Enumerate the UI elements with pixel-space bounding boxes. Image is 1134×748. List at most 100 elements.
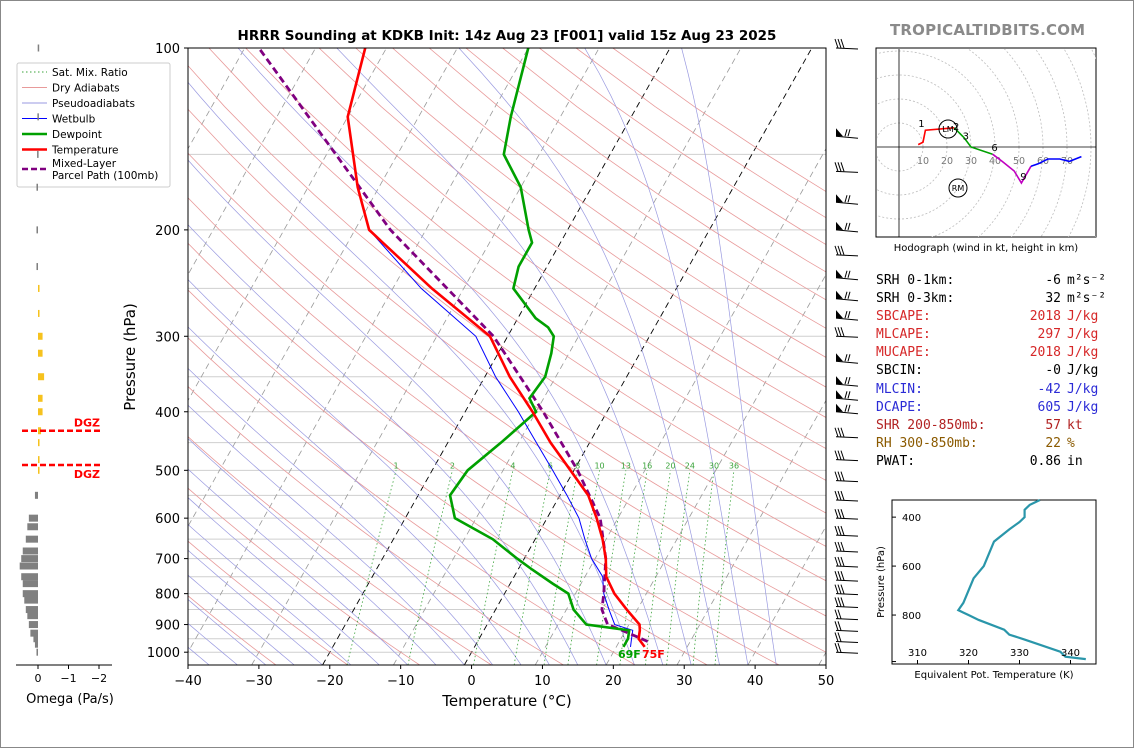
barb-feather: [840, 450, 845, 460]
omega-bar: [38, 309, 40, 317]
stat-label: MLCIN:: [876, 381, 923, 397]
barb-feather: [844, 404, 848, 412]
legend-label: Parcel Path (100mb): [52, 170, 158, 182]
wind-barb: [834, 508, 859, 520]
omega-bar: [27, 612, 38, 620]
wind-barb: [834, 471, 859, 483]
wind-barb: [834, 541, 859, 553]
stat-value: 57: [1045, 417, 1061, 433]
omega-bar: [28, 621, 38, 629]
isotherm-line: [188, 48, 529, 654]
mixing-ratio-line: [346, 470, 397, 665]
moist-adiabat-line: [188, 438, 437, 665]
x-tick-label: −10: [387, 674, 414, 689]
omega-x-tick-label: −2: [91, 672, 107, 685]
skewt-ylabel: Pressure (hPa): [121, 303, 139, 411]
stat-value: 22: [1045, 435, 1061, 451]
wind-barb: [834, 632, 859, 643]
barb-feather: [847, 291, 851, 299]
y-tick-label: 800: [155, 588, 180, 603]
barb-staff: [835, 254, 859, 257]
barb-feather: [837, 525, 842, 536]
barb-staff: [835, 397, 859, 401]
dry-adiabat-line: [188, 595, 277, 665]
barb-feather: [837, 556, 842, 567]
x-tick-label: 10: [534, 674, 551, 689]
stat-value: -6: [1045, 273, 1061, 288]
barb-feather: [844, 222, 848, 231]
mixing-ratio-label: 30: [709, 461, 719, 470]
moist-adiabat-line: [188, 497, 380, 665]
y-tick-label: 100: [155, 42, 180, 57]
barb-staff: [835, 201, 859, 205]
omega-bar: [22, 547, 38, 555]
barb-feather: [837, 327, 842, 337]
y-tick-label: 300: [155, 330, 180, 345]
omega-bar: [38, 373, 45, 381]
barb-feather: [840, 38, 845, 49]
barb-staff: [835, 229, 859, 233]
storm-motion-marker: [948, 178, 968, 198]
isotherm-line: [251, 48, 600, 665]
omega-bar: [36, 263, 38, 271]
omega-bar: [38, 394, 43, 402]
barb-feather: [847, 270, 851, 278]
hodograph-ring-label: 40: [989, 156, 1001, 167]
mixing-ratio-line: [407, 470, 453, 665]
mixing-ratio-line: [666, 470, 691, 665]
theta-e-x-tick-label: 310: [908, 648, 927, 659]
barb-feather: [837, 597, 842, 607]
dry-adiabat-line: [465, 48, 826, 301]
moist-adiabat-line: [188, 367, 493, 665]
isotherm-line: [188, 48, 458, 528]
stat-value: 2018: [1029, 345, 1061, 361]
stat-unit: J/kg: [1067, 309, 1099, 325]
barb-flag: [836, 376, 843, 385]
barb-feather: [837, 621, 842, 631]
y-tick-label: 500: [155, 464, 180, 479]
dry-adiabat-line: [188, 386, 564, 665]
isotherm-line: [534, 147, 826, 665]
barb-staff: [835, 135, 859, 139]
stat-label: SHR 200-850mb:: [876, 417, 986, 433]
theta-e-x-tick-label: 340: [1061, 648, 1080, 659]
barb-feather: [837, 450, 842, 460]
omega-bar: [19, 562, 38, 570]
wind-barbs: [834, 38, 859, 654]
omega-bar: [21, 573, 38, 581]
moist-adiabat-line: [681, 48, 777, 665]
storm-motion-label: LM: [942, 125, 953, 134]
surface-dewpoint-label: 69F: [618, 648, 641, 661]
barb-staff: [835, 629, 859, 632]
moist-adiabat-line: [584, 48, 749, 665]
barb-feather: [840, 571, 845, 581]
dry-adiabat-line: [428, 48, 826, 329]
wind-barb: [834, 609, 859, 621]
moist-adiabat-line: [188, 159, 607, 665]
barb-feather: [834, 584, 839, 594]
omega-bar: [22, 590, 38, 598]
barb-staff: [835, 640, 859, 643]
stat-label: SBCAPE:: [876, 309, 931, 325]
stat-unit: J/kg: [1067, 363, 1099, 379]
theta-e-x-tick-label: 320: [959, 648, 978, 659]
barb-feather: [837, 643, 842, 653]
barb-flag: [836, 403, 843, 412]
stat-unit: kt: [1067, 417, 1083, 433]
omega-bar: [30, 629, 38, 637]
wind-barb: [834, 584, 859, 596]
barb-feather: [834, 643, 839, 653]
temperature-line: [346, 48, 646, 648]
omega-bar: [37, 113, 39, 121]
stat-unit: m²s⁻²: [1067, 291, 1107, 307]
legend-label: Mixed-Layer: [52, 158, 117, 170]
wind-barb: [835, 376, 859, 387]
barb-flag: [836, 310, 843, 319]
x-tick-label: 40: [747, 674, 764, 689]
barb-feather: [837, 571, 842, 581]
mixing-ratio-label: 16: [642, 461, 652, 470]
barb-feather: [834, 38, 839, 49]
chart-title: HRRR Sounding at KDKB Init: 14z Aug 23 […: [238, 28, 777, 44]
wetbulb-line: [347, 48, 634, 647]
